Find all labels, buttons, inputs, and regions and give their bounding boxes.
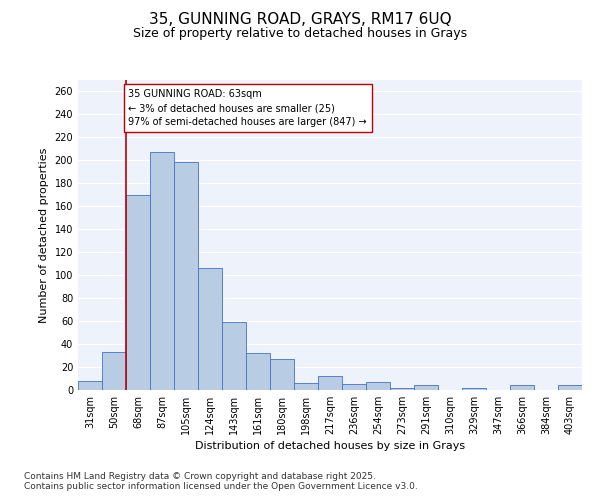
Bar [270,359,294,390]
Bar [462,388,486,390]
Bar [414,386,438,390]
Bar [102,352,126,390]
Bar [510,386,534,390]
Text: 35 GUNNING ROAD: 63sqm
← 3% of detached houses are smaller (25)
97% of semi-deta: 35 GUNNING ROAD: 63sqm ← 3% of detached … [128,89,367,127]
Bar [318,376,342,390]
Bar [558,386,582,390]
Bar [366,382,390,390]
Text: Contains HM Land Registry data © Crown copyright and database right 2025.: Contains HM Land Registry data © Crown c… [24,472,376,481]
Text: 35, GUNNING ROAD, GRAYS, RM17 6UQ: 35, GUNNING ROAD, GRAYS, RM17 6UQ [149,12,451,28]
Text: Contains public sector information licensed under the Open Government Licence v3: Contains public sector information licen… [24,482,418,491]
Bar [78,381,102,390]
Bar [342,384,366,390]
Bar [150,152,174,390]
X-axis label: Distribution of detached houses by size in Grays: Distribution of detached houses by size … [195,441,465,451]
Bar [198,268,222,390]
Bar [246,354,270,390]
Bar [222,322,246,390]
Text: Size of property relative to detached houses in Grays: Size of property relative to detached ho… [133,28,467,40]
Bar [390,388,414,390]
Y-axis label: Number of detached properties: Number of detached properties [39,148,49,322]
Bar [174,162,198,390]
Bar [126,195,150,390]
Bar [294,383,318,390]
